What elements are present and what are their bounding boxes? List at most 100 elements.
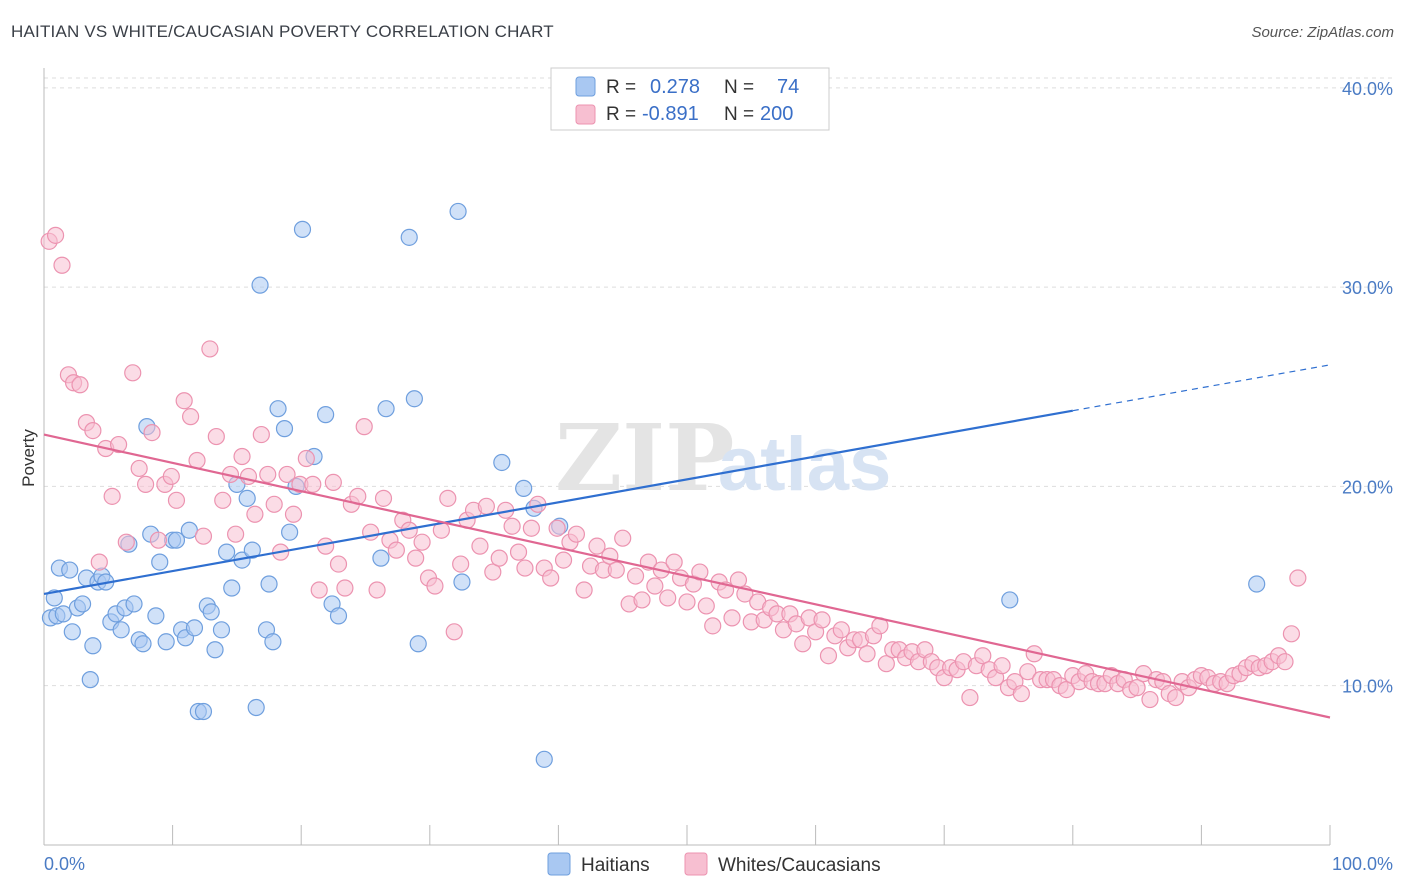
haitian-point	[293, 220, 312, 238]
white-point	[1167, 688, 1185, 707]
white-point	[368, 581, 386, 599]
white-point	[252, 425, 270, 444]
white-point	[175, 392, 193, 410]
white-point	[103, 487, 121, 505]
haitian-point	[185, 619, 204, 637]
white-point	[109, 435, 128, 454]
white-point	[445, 623, 463, 641]
white-point	[1057, 680, 1075, 699]
haitians-points	[41, 202, 1266, 768]
white-point	[697, 597, 715, 615]
white-point	[130, 459, 148, 478]
white-point	[607, 561, 625, 579]
haitian-point	[405, 390, 423, 408]
haitian-point	[112, 621, 130, 639]
white-point	[284, 505, 303, 523]
haitian-trend-extension	[1072, 364, 1331, 412]
series-legend-haitian-swatch	[547, 852, 571, 876]
trend-lines	[43, 364, 1331, 719]
haitian-point	[372, 549, 390, 567]
legend-box	[550, 67, 830, 131]
legend-n-value-1: 74	[777, 76, 799, 98]
white-point	[659, 589, 677, 607]
white-point	[1019, 663, 1037, 681]
white-point	[691, 563, 709, 581]
white-point	[678, 593, 696, 611]
white-point	[149, 531, 168, 549]
white-point	[813, 611, 831, 629]
haitian-point	[243, 541, 261, 559]
haitian-point	[329, 607, 348, 625]
haitian-point	[61, 561, 79, 579]
haitian-point	[251, 276, 269, 294]
white-point	[278, 465, 296, 484]
white-point	[317, 537, 335, 555]
white-point	[548, 519, 566, 537]
x-tick-label: 0.0%	[44, 854, 85, 874]
white-point	[522, 519, 540, 537]
haitian-point	[377, 400, 395, 418]
haitian-point	[269, 400, 287, 418]
white-point	[426, 577, 444, 595]
legend-r-label-2: R =	[606, 104, 636, 125]
white-point	[1276, 653, 1294, 671]
haitian-point	[493, 453, 511, 472]
white-point	[310, 581, 328, 599]
legend-n-value-2: 200	[760, 103, 793, 125]
white-point	[794, 635, 812, 653]
series-legend: Haitians Whites/Caucasians	[547, 852, 881, 876]
chart-title: HAITIAN VS WHITE/CAUCASIAN POVERTY CORRE…	[11, 22, 554, 41]
white-point	[477, 497, 495, 515]
y-tick-label: 30.0%	[1342, 278, 1393, 298]
white-point	[1012, 684, 1030, 703]
white-point	[575, 581, 593, 599]
series-legend-white-swatch	[684, 852, 708, 876]
haitian-point	[206, 641, 224, 659]
legend-n-label-1: N =	[724, 77, 754, 98]
white-point	[554, 551, 573, 569]
white-point	[407, 549, 425, 567]
white-point	[704, 617, 722, 635]
white-point	[1282, 625, 1301, 643]
haitian-point	[281, 523, 299, 541]
haitian-point	[317, 406, 335, 424]
white-point	[542, 569, 560, 587]
haitian-point	[167, 531, 186, 549]
white-point	[723, 609, 741, 627]
haitian-point	[151, 553, 169, 571]
series-legend-white: Whites/Caucasians	[718, 855, 881, 876]
white-trend-line	[43, 433, 1331, 719]
white-point	[265, 495, 283, 513]
white-point	[626, 567, 645, 585]
white-point	[71, 376, 89, 394]
white-point	[162, 467, 180, 486]
white-point	[1141, 690, 1159, 709]
white-point	[452, 555, 470, 573]
white-point	[355, 418, 373, 436]
legend-r-value-1: 0.278	[650, 76, 700, 98]
white-point	[246, 505, 264, 523]
white-point	[297, 449, 315, 468]
white-point	[993, 657, 1011, 675]
white-point	[633, 591, 651, 609]
series-legend-haitian: Haitians	[581, 855, 650, 876]
white-point	[614, 529, 632, 547]
haitian-point	[409, 635, 427, 653]
white-point	[124, 364, 142, 382]
white-point	[413, 533, 431, 551]
haitian-point	[400, 228, 418, 246]
white-point	[1289, 569, 1307, 587]
white-point	[329, 555, 348, 573]
white-point	[567, 525, 586, 543]
y-tick-label: 40.0%	[1342, 79, 1393, 99]
haitian-point	[1001, 591, 1019, 609]
haitian-point	[125, 595, 143, 613]
white-point	[194, 527, 213, 545]
haitian-point	[238, 489, 256, 507]
haitian-point	[157, 633, 175, 651]
white-point	[516, 559, 534, 577]
y-tick-label: 20.0%	[1342, 477, 1393, 497]
haitian-point	[260, 575, 278, 593]
white-point	[233, 447, 251, 466]
white-point	[509, 543, 528, 561]
